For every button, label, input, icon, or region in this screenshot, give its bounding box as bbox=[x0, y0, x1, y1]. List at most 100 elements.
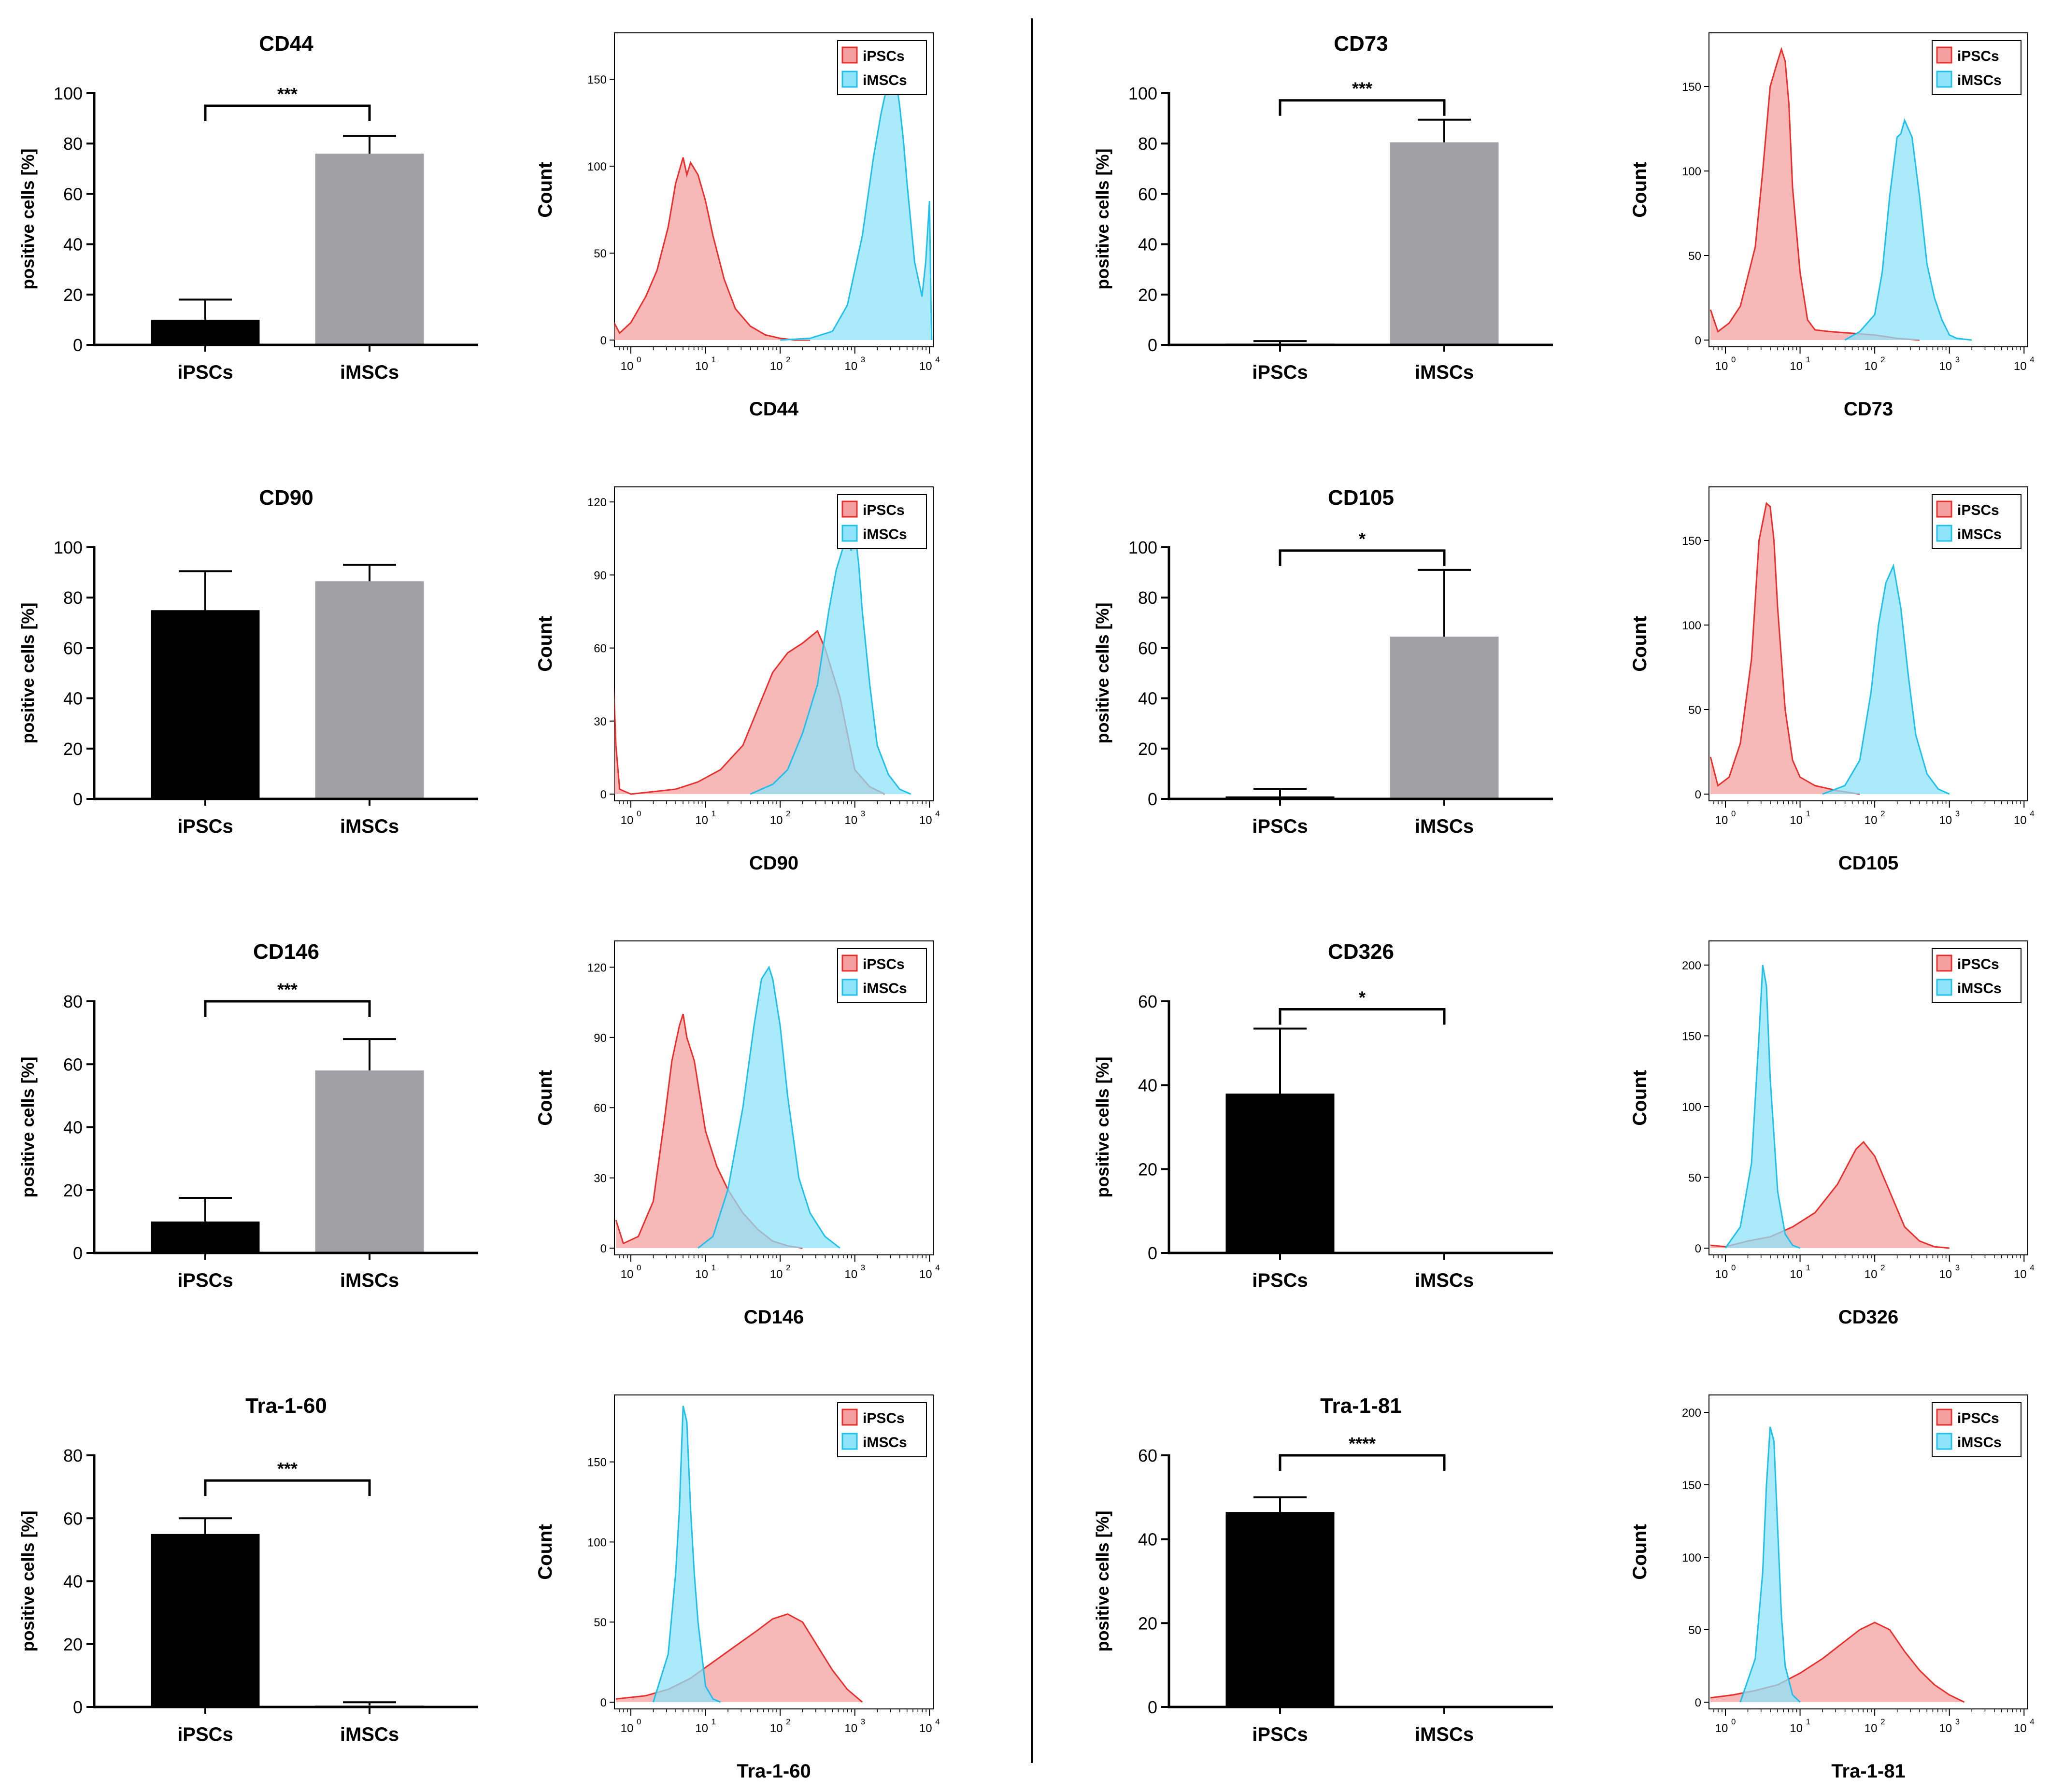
legend-swatch-iPSCs bbox=[841, 500, 858, 518]
y-tick-label: 40 bbox=[63, 689, 83, 709]
y-tick-label: 100 bbox=[587, 1536, 607, 1549]
x-tick-exponent: 2 bbox=[1880, 1717, 1885, 1726]
y-tick-label: 60 bbox=[594, 642, 607, 655]
x-tick-exponent: 1 bbox=[1806, 355, 1810, 364]
curve-group bbox=[615, 965, 840, 1249]
chart-title: CD44 bbox=[259, 32, 313, 56]
y-tick-label: 80 bbox=[63, 1446, 83, 1465]
y-tick-label: 40 bbox=[1138, 235, 1157, 255]
y-tick-label: 30 bbox=[594, 1172, 607, 1185]
chart-title: Tra-1-81 bbox=[1320, 1394, 1402, 1418]
bar-iMSCs bbox=[1390, 636, 1499, 799]
x-tick-label: 10 bbox=[919, 1268, 932, 1281]
bar-iMSCs bbox=[1390, 142, 1499, 345]
y-tick-label: 50 bbox=[1688, 1171, 1701, 1184]
category-label: iMSCs bbox=[340, 1724, 399, 1745]
y-axis-label: Count bbox=[1629, 616, 1651, 672]
x-tick-label: 10 bbox=[695, 360, 708, 373]
legend-swatch-iMSCs bbox=[1936, 979, 1952, 996]
significance-stars: *** bbox=[277, 84, 298, 104]
y-tick-label: 60 bbox=[63, 1508, 83, 1528]
bar-iPSCs bbox=[151, 1221, 260, 1253]
y-tick-label: 0 bbox=[1148, 789, 1157, 809]
significance-bracket bbox=[204, 104, 371, 122]
significance-bracket bbox=[1279, 549, 1446, 566]
legend-swatch-iMSCs bbox=[841, 1433, 858, 1450]
x-tick-label: 10 bbox=[2014, 1722, 2027, 1735]
x-tick-label: 10 bbox=[1715, 814, 1728, 827]
y-tick-label: 200 bbox=[1682, 959, 1701, 972]
significance-stars: *** bbox=[277, 980, 298, 999]
y-axis-label: positive cells [%] bbox=[18, 148, 38, 289]
x-tick-label: 10 bbox=[844, 360, 857, 373]
legend-swatch-iMSCs bbox=[841, 525, 858, 542]
y-tick-label: 80 bbox=[63, 134, 83, 154]
series-line-iMSCs bbox=[1739, 1426, 1801, 1703]
x-tick-label: 10 bbox=[621, 1722, 634, 1735]
x-axis-label: CD73 bbox=[1844, 398, 1893, 420]
x-tick-exponent: 3 bbox=[1955, 355, 1960, 364]
y-tick-label: 150 bbox=[587, 1456, 607, 1469]
curve-group bbox=[615, 1406, 863, 1703]
series-fill-iPSCs bbox=[1710, 1622, 1965, 1702]
y-axis-label: positive cells [%] bbox=[1093, 1056, 1112, 1197]
series-fill-iMSCs bbox=[1725, 965, 1800, 1248]
x-tick-exponent: 4 bbox=[2030, 355, 2034, 364]
x-tick-exponent: 3 bbox=[1955, 1717, 1960, 1726]
series-fill-iMSCs bbox=[698, 967, 840, 1248]
x-tick-exponent: 0 bbox=[637, 1717, 641, 1726]
x-tick-label: 10 bbox=[1790, 814, 1803, 827]
series-fill-iPSCs bbox=[1710, 503, 1860, 794]
y-tick-label: 50 bbox=[1688, 704, 1701, 717]
x-tick-label: 10 bbox=[1715, 360, 1728, 373]
bar-chart-Tra-1-60: Tra-1-60 iPSCs iMSCs 0 20 40 60 80 positive cell… bbox=[18, 1394, 478, 1745]
x-tick-label: 10 bbox=[621, 1268, 634, 1281]
significance-bracket bbox=[204, 1000, 371, 1017]
x-tick-label: 10 bbox=[1865, 814, 1878, 827]
y-tick-label: 40 bbox=[1138, 689, 1157, 709]
series-line-iMSCs bbox=[1822, 563, 1950, 795]
y-axis-label: Count bbox=[1629, 1070, 1651, 1126]
legend-label: iMSCs bbox=[1957, 72, 2002, 88]
y-axis-label: positive cells [%] bbox=[1093, 148, 1112, 289]
y-tick-label: 50 bbox=[1688, 250, 1701, 263]
legend-label: iPSCs bbox=[1957, 1410, 1999, 1426]
x-tick-exponent: 2 bbox=[1880, 1263, 1885, 1272]
x-tick-exponent: 3 bbox=[861, 1263, 865, 1272]
y-tick-label: 100 bbox=[1682, 1551, 1701, 1564]
y-tick-label: 150 bbox=[1682, 1479, 1701, 1492]
x-tick-exponent: 4 bbox=[935, 355, 940, 364]
x-tick-label: 10 bbox=[1939, 1268, 1952, 1281]
y-tick-label: 20 bbox=[63, 1180, 83, 1200]
y-tick-label: 20 bbox=[1138, 1159, 1157, 1179]
x-tick-exponent: 0 bbox=[1731, 809, 1736, 818]
significance-bracket bbox=[1279, 1008, 1446, 1025]
bar-chart-CD90: CD90 iPSCs iMSCs 0 20 40 60 80 100 positive cells… bbox=[18, 486, 478, 837]
x-tick-exponent: 2 bbox=[1880, 355, 1885, 364]
histogram-CD90: 0306090120100101102103104CountCD90iPSCsi… bbox=[535, 486, 940, 874]
y-tick-label: 100 bbox=[1682, 165, 1701, 178]
x-tick-label: 10 bbox=[919, 814, 932, 827]
x-tick-exponent: 1 bbox=[712, 809, 716, 818]
significance-stars: **** bbox=[1349, 1434, 1376, 1453]
legend-label: iPSCs bbox=[863, 48, 905, 64]
category-label: iPSCs bbox=[177, 1724, 233, 1745]
x-tick-label: 10 bbox=[844, 814, 857, 827]
y-tick-label: 0 bbox=[1695, 334, 1701, 347]
curve-group bbox=[1709, 502, 1950, 795]
y-tick-label: 0 bbox=[1695, 1242, 1701, 1255]
y-tick-label: 100 bbox=[1128, 84, 1157, 103]
bar-chart-CD105: CD105 iPSCs iMSCs 0 20 40 60 80 100 positive cell… bbox=[1093, 486, 1553, 837]
series-fill-iMSCs bbox=[1740, 1427, 1800, 1702]
y-tick-label: 20 bbox=[63, 285, 83, 305]
x-tick-exponent: 2 bbox=[786, 355, 790, 364]
bar-iMSCs bbox=[315, 581, 424, 799]
legend-label: iPSCs bbox=[863, 1410, 905, 1426]
legend-swatch-iMSCs bbox=[1936, 71, 1952, 88]
y-tick-label: 90 bbox=[594, 569, 607, 582]
x-tick-exponent: 3 bbox=[1955, 1263, 1960, 1272]
x-tick-label: 10 bbox=[1790, 1268, 1803, 1281]
significance-stars: * bbox=[1359, 987, 1366, 1007]
y-tick-label: 0 bbox=[73, 335, 83, 355]
